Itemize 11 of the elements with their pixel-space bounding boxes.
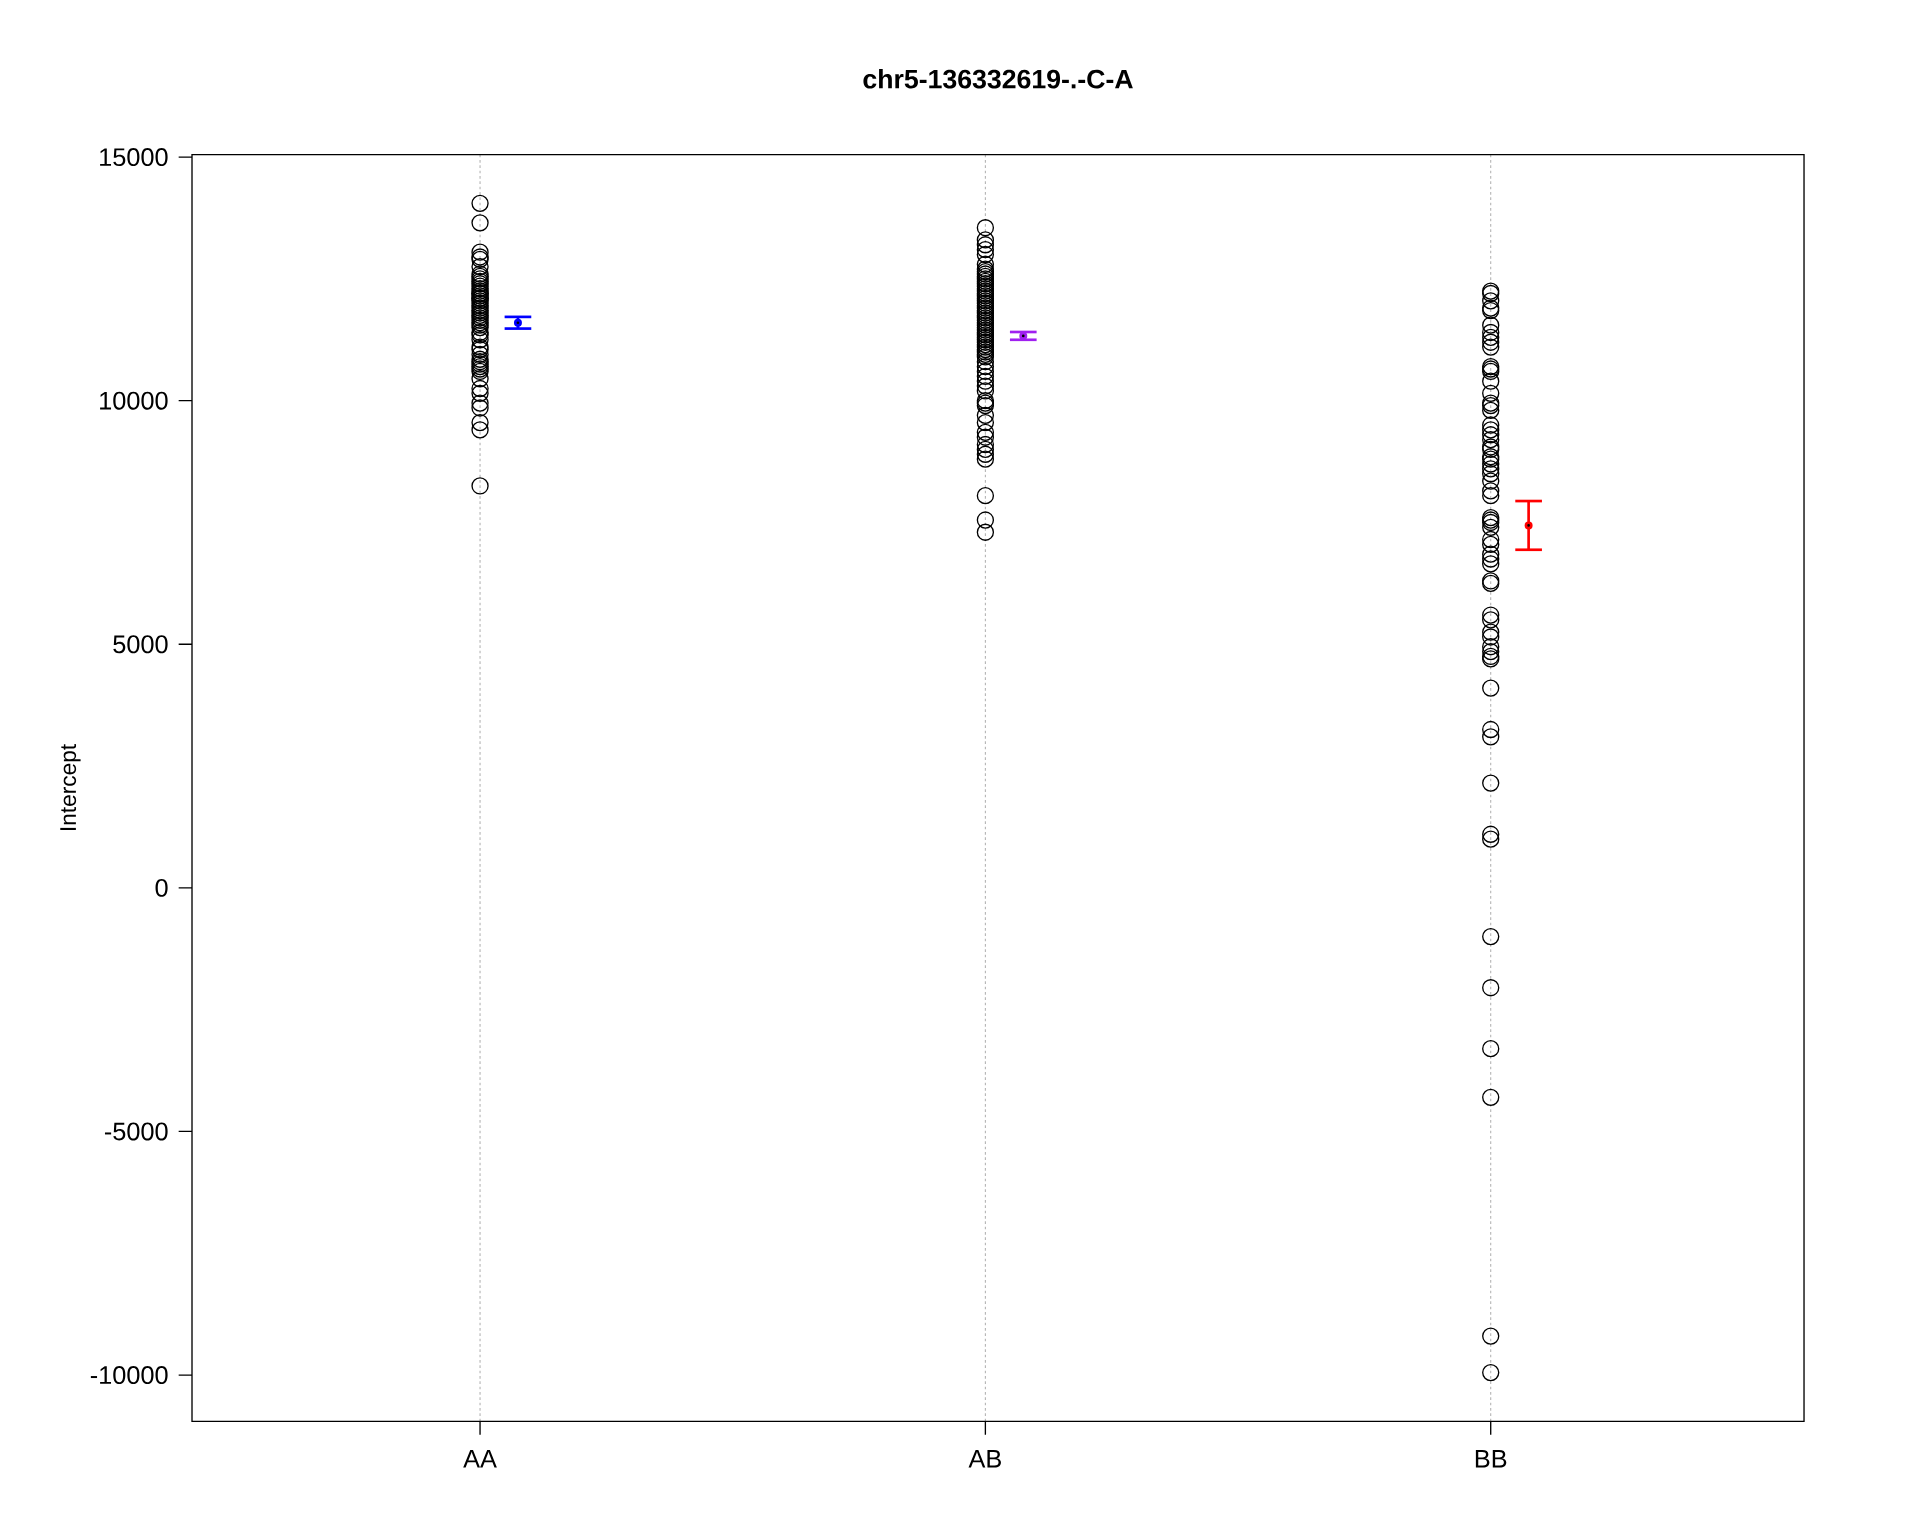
x-tick-label: BB	[1475, 1450, 1507, 1468]
y-tick-label: -10000	[90, 1366, 168, 1385]
x-tick-label: AB	[968, 1450, 1001, 1468]
x-tick-label: AA	[463, 1450, 497, 1468]
y-tick-label: 0	[155, 878, 168, 897]
y-tick-label: 5000	[113, 635, 168, 654]
y-tick-label: -5000	[104, 1122, 168, 1141]
y-tick-label: 15000	[100, 148, 168, 167]
chart-title: chr5-136332619-.-C-A	[863, 68, 1133, 89]
y-tick-label: 10000	[100, 391, 168, 410]
y-axis-title: Intercept	[60, 744, 81, 830]
